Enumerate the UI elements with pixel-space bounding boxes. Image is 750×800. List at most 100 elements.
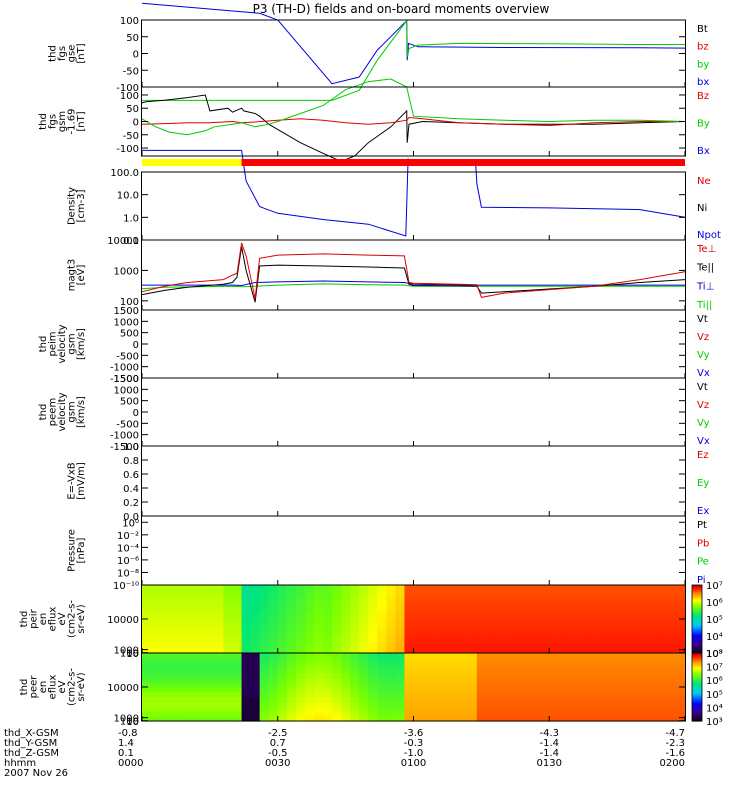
spectrogram-cell (558, 614, 568, 620)
spectrogram-cell (142, 594, 152, 601)
spectrogram-cell (332, 711, 342, 717)
spectrogram-cell (522, 691, 532, 698)
spectrogram-cell (549, 585, 559, 591)
spectrogram-cell (178, 594, 188, 601)
spectrogram-cell (440, 619, 451, 625)
spectrogram-cell (558, 585, 568, 591)
colorbar-cell (692, 714, 702, 717)
spectrogram-cell (540, 677, 550, 683)
spectrogram-cell (621, 619, 632, 625)
spectrogram-cell (431, 691, 442, 698)
spectrogram-cell (431, 662, 442, 669)
spectrogram-cell (621, 628, 632, 635)
spectrogram-cell (196, 585, 206, 591)
spectrogram-cell (585, 653, 596, 659)
spectrogram-cell (404, 614, 415, 620)
spectrogram-cell (458, 716, 469, 722)
spectrogram-cell (531, 701, 541, 708)
spectrogram-cell (205, 585, 215, 591)
legend-label: Vt (697, 314, 708, 325)
spectrogram-cell (504, 657, 514, 664)
spectrogram-cell (567, 682, 577, 688)
spectrogram-cell (431, 672, 442, 678)
spectrogram-cell (223, 677, 234, 683)
spectrogram-cell (286, 706, 297, 712)
spectrogram-cell (304, 614, 315, 620)
spectrogram-cell (413, 711, 424, 717)
spectrogram-cell (196, 614, 206, 620)
spectrogram-cell (639, 662, 650, 669)
colorbar-tick-label: 10⁴ (706, 703, 723, 714)
spectrogram-cell (485, 648, 496, 654)
colorbar-cell (692, 613, 702, 617)
spectrogram-cell (196, 599, 206, 606)
series-line-Te|| (141, 246, 686, 303)
spectrogram-cell (142, 711, 152, 717)
spectrogram-cell (657, 638, 668, 644)
spectrogram-cell (476, 623, 487, 630)
y-axis-label-line: Pressure (67, 529, 78, 572)
spectrogram-cell (368, 716, 378, 722)
spectrogram-cell (359, 691, 369, 698)
date-label: 2007 Nov 26 (4, 768, 68, 779)
spectrogram-cell (594, 619, 605, 625)
spectrogram-cell (576, 643, 587, 649)
spectrogram-cell (413, 585, 424, 591)
spectrogram-cell (323, 687, 333, 693)
legend-label: By (697, 119, 710, 130)
colorbar-cell (692, 641, 702, 644)
series-line-By (141, 78, 686, 136)
spectrogram-cell (675, 589, 686, 596)
spectrogram-cell (567, 657, 577, 664)
spectrogram-cell (295, 648, 306, 654)
spectrogram-cell (241, 716, 252, 722)
spectrogram-cell (223, 657, 234, 664)
spectrogram-cell (196, 716, 206, 722)
spectrogram-cell (648, 599, 659, 606)
spectrogram-cell (657, 619, 668, 625)
spectrogram-cell (304, 706, 315, 712)
spectrogram-cell (413, 633, 424, 640)
spectrogram-cell (214, 653, 225, 659)
spectrogram-cell (368, 619, 378, 625)
legend-label: Bz (697, 91, 709, 102)
spectrogram-cell (648, 653, 659, 659)
spectrogram-cell (630, 609, 641, 615)
spectrogram-cell (576, 589, 587, 596)
spectrogram-cell (368, 594, 378, 601)
spectrogram-cell (368, 609, 378, 615)
spectrogram-cell (151, 599, 161, 606)
panel-peem_velocity: VtVzVyVx150010005000-500-1000-1500thdpee… (38, 374, 710, 453)
spectrogram-cell (522, 657, 532, 664)
spectrogram-cell (467, 638, 478, 644)
spectrogram-cell (359, 589, 369, 596)
spectrogram-cell (341, 614, 351, 620)
spectrogram-cell (268, 696, 279, 703)
spectrogram-cell (576, 701, 587, 708)
spectrogram-cell (241, 687, 252, 693)
spectrogram-cell (404, 706, 415, 712)
legend-label: Ne (697, 176, 711, 187)
spectrogram-cell (504, 638, 514, 644)
spectrogram-cell (295, 687, 306, 693)
spectrogram-cell (341, 682, 351, 688)
colorbar-cell (692, 649, 702, 652)
spectrogram-cell (341, 653, 351, 659)
spectrogram-cell (368, 696, 378, 703)
spectrogram-cell (341, 633, 351, 640)
spectrogram-cell (268, 677, 279, 683)
spectrogram-cell (449, 609, 460, 615)
spectrogram-cell (404, 643, 415, 649)
spectrogram-cell (576, 585, 587, 591)
colorbar-cell (692, 668, 702, 671)
colorbar-tick-label: 10⁴ (706, 632, 723, 643)
spectrogram-cell (151, 691, 161, 698)
spectrogram-cell (142, 687, 152, 693)
spectrogram-cell (295, 604, 306, 610)
spectrogram-cell (440, 638, 451, 644)
spectrogram-cell (458, 643, 469, 649)
spectrogram-cell (350, 696, 360, 703)
spectrogram-cell (295, 706, 306, 712)
